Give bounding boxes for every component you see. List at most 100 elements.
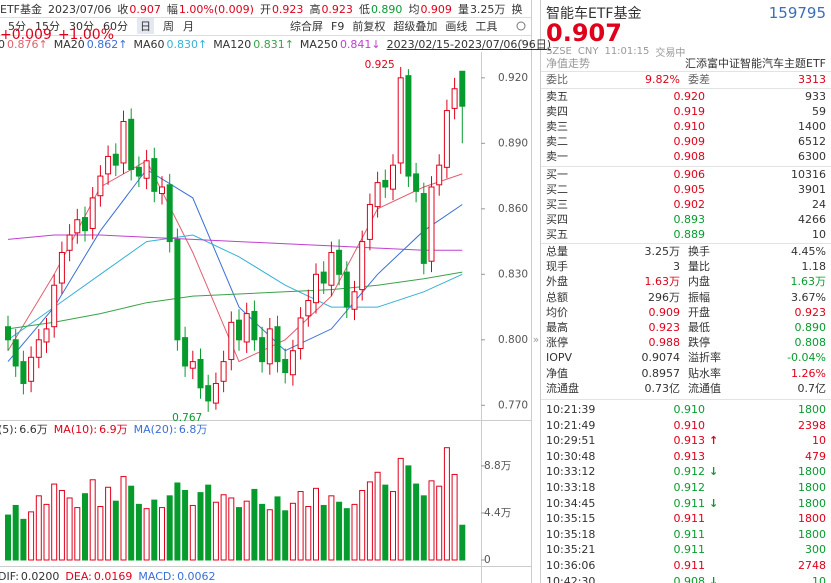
volume-bar: [51, 483, 58, 561]
tool-button[interactable]: 综合屏: [290, 20, 323, 33]
collapse-icon[interactable]: ⌃: [517, 38, 526, 50]
period-tab[interactable]: 周: [163, 20, 174, 33]
candle-body: [251, 310, 258, 341]
trade-time: 10:33:18: [546, 481, 596, 494]
field-label: 幅: [166, 3, 178, 16]
stat-value: 0.7亿: [797, 381, 827, 395]
stat-value: 4.45%: [791, 245, 826, 258]
volume-bar: [28, 511, 35, 561]
period-tab[interactable]: 日: [137, 18, 154, 34]
stat-label: 贴水率: [688, 366, 721, 380]
volume-bar: [443, 447, 450, 561]
volume-bar: [459, 524, 466, 561]
collapse-icon[interactable]: »: [533, 334, 539, 346]
book-label: 买二: [546, 183, 568, 196]
volume-bar: [366, 481, 373, 561]
candle-body: [451, 88, 458, 109]
trade-arrow: ↑: [709, 434, 719, 448]
fund-full-name: 汇添富中证智能汽车主题ETF: [685, 57, 826, 70]
volume-bar: [313, 487, 319, 561]
period-tab[interactable]: 15分: [35, 20, 60, 33]
trade-volume: 2398: [798, 418, 826, 432]
more: 换: [511, 3, 523, 16]
stat-label: 流通盘: [546, 381, 579, 395]
y-tick-label: 0.770: [498, 399, 528, 411]
field-label: 高: [309, 3, 321, 16]
stat-value: 0.988: [648, 336, 681, 350]
candle-body: [35, 339, 42, 358]
stat-value: -0.04%: [787, 351, 826, 365]
stat-value: 0.808: [794, 336, 827, 350]
volume-bar: [397, 457, 404, 561]
trade-volume: 1800: [798, 481, 826, 494]
period-tab[interactable]: 60分: [103, 20, 128, 33]
stat-label: 总量: [546, 245, 568, 258]
tool-button[interactable]: 超级叠加: [393, 20, 438, 33]
price-change: +0.009 +1.00%: [0, 27, 826, 43]
book-price: 0.910: [673, 120, 706, 133]
y-tick-label: 0.920: [498, 72, 528, 84]
stat-value: 3.25万: [644, 245, 681, 258]
book-volume: 933: [805, 90, 826, 103]
toolbar: 5分 15分 30分 60分日周月: [8, 18, 194, 34]
macd-name: DEA:: [65, 569, 92, 583]
candle-body: [151, 158, 158, 192]
volume-bar: [228, 497, 235, 561]
quote-meta: SZSE CNY 11:01:15 交易中: [546, 43, 685, 59]
volume-bar: [336, 501, 343, 561]
nav-tab[interactable]: 净值走势: [546, 57, 590, 70]
book-label: 买五: [546, 228, 568, 241]
candle-body: [459, 70, 466, 107]
trade-time: 10:36:06: [546, 559, 596, 572]
volume-bar: [320, 504, 327, 561]
tool-button[interactable]: 画线: [445, 20, 468, 33]
stat-value: 0.923: [648, 321, 681, 334]
tool-button[interactable]: 前复权: [352, 20, 386, 33]
volume-bar: [74, 507, 81, 561]
period-tab[interactable]: 月: [183, 20, 194, 33]
trade-time: 10:34:45: [546, 496, 596, 510]
volume-bar: [182, 489, 189, 561]
volume-bar: [220, 494, 227, 561]
trade-price: 0.912: [673, 465, 706, 479]
trade-time: 10:42:30: [546, 574, 596, 583]
meta-item: SZSE: [546, 45, 572, 57]
candle-body: [74, 219, 81, 234]
volume-ma-name: MA(20):: [133, 422, 177, 436]
field-value: 0.923: [321, 2, 353, 16]
symbol-name: ETF基金: [0, 3, 42, 16]
tool-button[interactable]: F9: [331, 19, 345, 33]
stat-value: 296万: [648, 290, 680, 304]
meta-item: 11:01:15: [604, 45, 650, 57]
volume-bar: [105, 486, 112, 561]
candle-body: [282, 358, 289, 374]
settings-icon[interactable]: [516, 21, 526, 31]
volume-bar: [159, 507, 165, 561]
trade-time: 10:33:12: [546, 465, 596, 479]
stat-label: 现手: [546, 260, 568, 274]
candle-body: [159, 186, 165, 195]
volume-bar: [405, 465, 412, 561]
y-tick-label: 0.830: [498, 268, 528, 280]
trade-volume: 2748: [798, 559, 826, 572]
stat-label: 流通值: [688, 381, 721, 395]
tool-button[interactable]: 工具: [475, 20, 498, 33]
candle-body: [205, 385, 212, 402]
candle-body: [197, 358, 204, 389]
stat-label: 均价: [546, 305, 568, 319]
volume-bar: [120, 476, 127, 561]
candle-body: [374, 182, 381, 208]
candle-body: [182, 337, 189, 367]
field-label: 开: [259, 3, 271, 16]
period-tab[interactable]: 30分: [69, 20, 94, 33]
field-value: 3.25万: [469, 3, 506, 16]
period-tab[interactable]: 5分: [8, 20, 26, 33]
volume-bar: [413, 483, 420, 561]
candle-body: [174, 238, 181, 341]
book-price: 0.893: [673, 213, 706, 226]
volume-bar: [89, 479, 96, 561]
stat-label: 量比: [688, 260, 710, 274]
stat-label: 最高: [546, 321, 568, 334]
volume-bar: [289, 502, 296, 561]
